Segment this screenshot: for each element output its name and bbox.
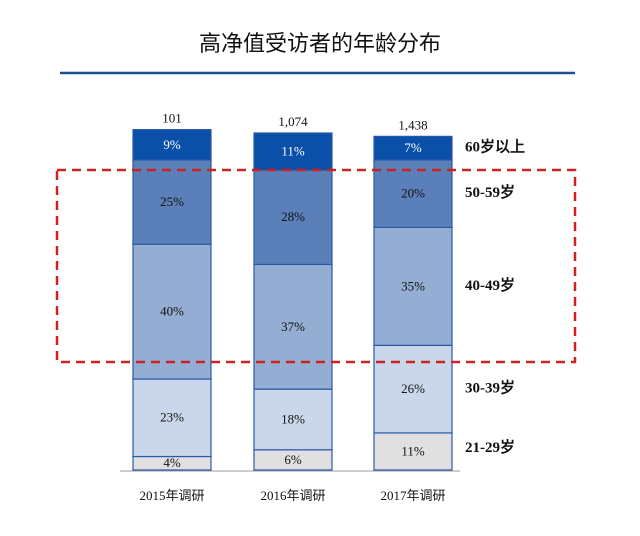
legend-label: 21-29岁 — [465, 438, 515, 456]
data-label: 35% — [401, 278, 425, 293]
data-label: 18% — [281, 411, 305, 426]
bar-segment — [132, 243, 212, 380]
bar-segment — [132, 129, 212, 161]
total-label: 1,074 — [278, 114, 308, 129]
legend-label: 50-59岁 — [465, 183, 515, 201]
data-label: 28% — [281, 209, 305, 224]
data-label: 25% — [160, 194, 184, 209]
data-label: 6% — [284, 452, 302, 467]
bar-segment — [373, 432, 453, 471]
bar-segment — [253, 388, 333, 451]
data-label: 7% — [404, 140, 422, 155]
data-label: 23% — [160, 410, 184, 425]
x-tick-label: 2016年调研 — [260, 488, 325, 503]
x-tick-label: 2015年调研 — [139, 488, 204, 503]
data-label: 4% — [163, 455, 181, 470]
bar-segment — [132, 378, 212, 458]
data-label: 26% — [401, 381, 425, 396]
chart-title: 高净值受访者的年龄分布 — [199, 31, 441, 56]
data-label: 37% — [281, 319, 305, 334]
highlight-box — [55, 168, 577, 364]
legend-label: 60岁以上 — [465, 138, 525, 156]
legend-label: 40-49岁 — [465, 276, 515, 294]
bar-segment — [373, 344, 453, 434]
data-label: 11% — [401, 443, 425, 458]
data-label: 20% — [401, 186, 425, 201]
x-tick-label: 2017年调研 — [380, 488, 445, 503]
data-label: 40% — [160, 304, 184, 319]
data-label: 11% — [281, 144, 305, 159]
total-label: 1,438 — [398, 117, 427, 132]
data-label: 9% — [163, 137, 181, 152]
bar-segment — [373, 135, 453, 161]
bar-segment — [373, 226, 453, 346]
total-label: 101 — [162, 111, 182, 126]
legend-label: 30-39岁 — [465, 379, 515, 397]
bar-segment — [253, 132, 333, 171]
